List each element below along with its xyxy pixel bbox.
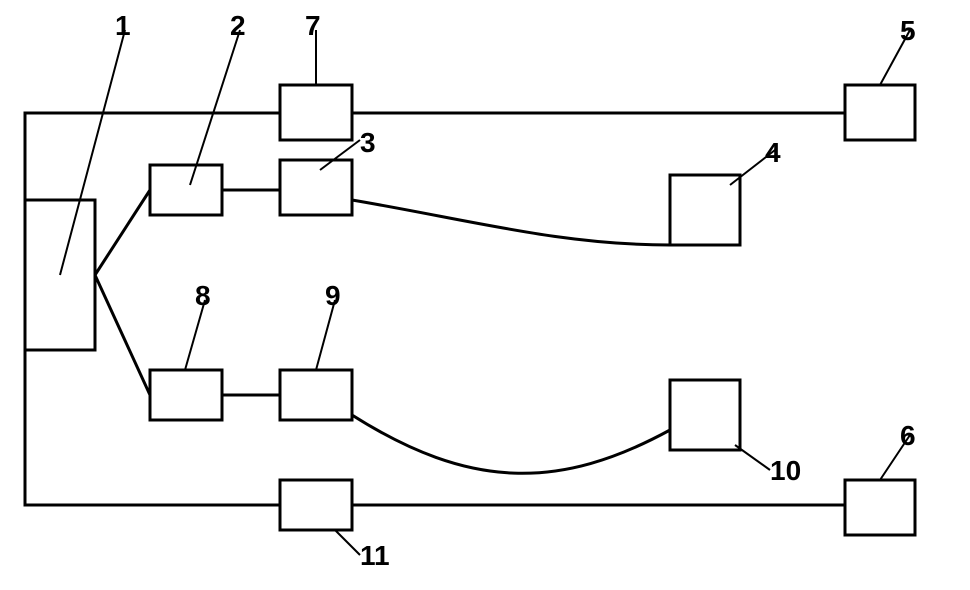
label-2: 2 (230, 10, 246, 41)
box-5 (845, 85, 915, 140)
label-6: 6 (900, 420, 916, 451)
box-10 (670, 380, 740, 450)
label-7: 7 (305, 10, 321, 41)
label-3: 3 (360, 127, 376, 158)
box-6 (845, 480, 915, 535)
box-3 (280, 160, 352, 215)
label-11: 11 (360, 540, 390, 571)
label-1: 1 (115, 10, 131, 41)
connector-b3-b4 (352, 200, 670, 245)
label-9: 9 (325, 280, 341, 311)
leader-2 (190, 30, 240, 185)
box-11 (280, 480, 352, 530)
connector-b1-b2 (95, 190, 150, 275)
box-7 (280, 85, 352, 140)
box-4 (670, 175, 740, 245)
labels: 1 2 3 4 5 6 7 8 9 10 11 (60, 10, 916, 571)
box-8 (150, 370, 222, 420)
label-4: 4 (765, 137, 781, 168)
box-2 (150, 165, 222, 215)
leader-11 (335, 530, 360, 555)
diagram-canvas: 1 2 3 4 5 6 7 8 9 10 11 (0, 0, 970, 590)
connector-b1-b8 (95, 275, 150, 395)
label-5: 5 (900, 15, 916, 46)
label-8: 8 (195, 280, 211, 311)
box-9 (280, 370, 352, 420)
leader-10 (735, 445, 770, 470)
label-10: 10 (770, 455, 801, 486)
connector-b9-b10 (352, 415, 670, 473)
